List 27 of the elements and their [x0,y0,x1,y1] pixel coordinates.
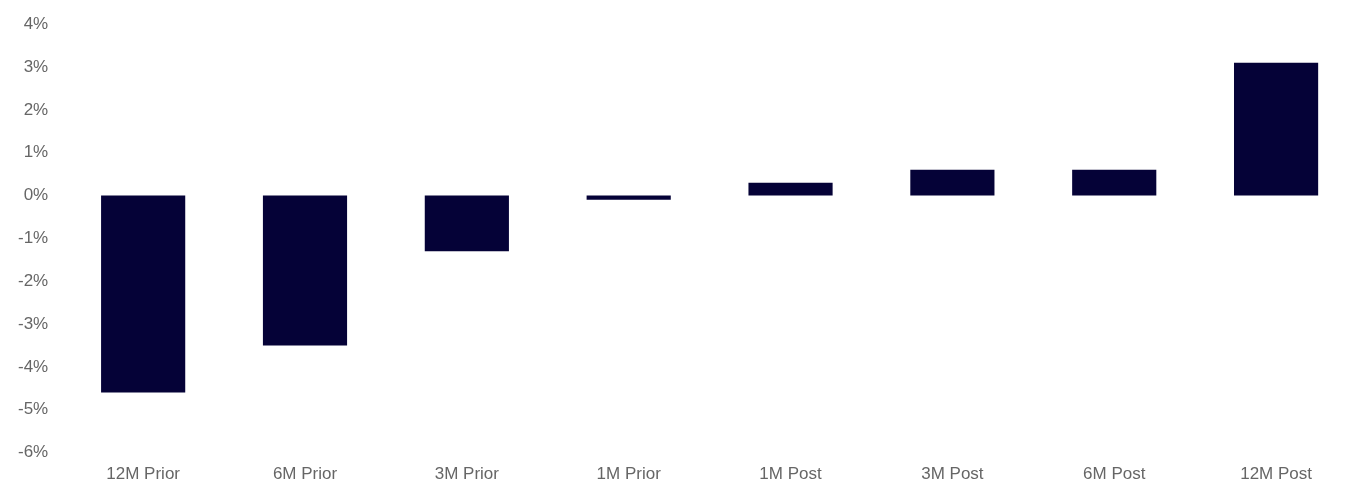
y-tick-label: -4% [18,356,49,376]
y-tick-label: -6% [18,442,49,462]
bar [424,195,509,252]
y-tick-label: -3% [18,313,49,333]
x-tick-label: 3M Post [921,464,984,484]
y-tick-label: 1% [23,142,49,162]
x-tick-label: 3M Prior [434,464,500,484]
bar [1072,169,1157,196]
y-tick-label: 0% [23,185,49,205]
y-tick-label: -2% [18,270,49,290]
y-tick-label: -1% [18,228,49,248]
y-tick-label: 3% [23,56,49,76]
x-tick-label: 1M Post [759,464,822,484]
bar [101,195,186,393]
x-tick-label: 1M Prior [596,464,662,484]
bar [910,169,995,196]
y-tick-label: 4% [23,13,49,33]
x-tick-label: 6M Post [1083,464,1146,484]
x-tick-label: 6M Prior [272,464,338,484]
bar [1234,62,1319,196]
x-tick-label: 12M Prior [106,464,181,484]
y-tick-label: -5% [18,399,49,419]
bar [262,195,348,346]
bar [586,195,671,200]
y-tick-label: 2% [23,99,49,119]
x-tick-label: 12M Post [1240,464,1313,484]
bar [748,182,833,196]
